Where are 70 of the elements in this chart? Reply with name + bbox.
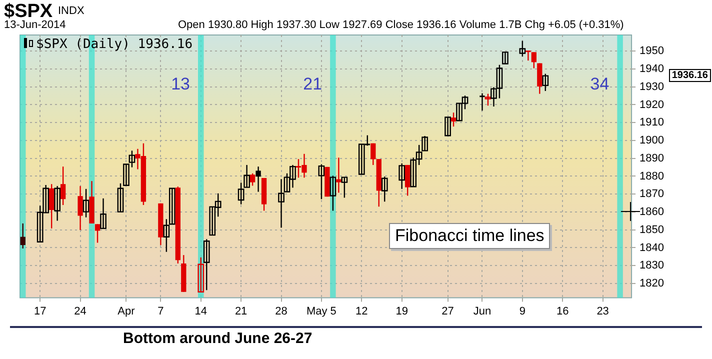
x-tick-label: 24 xyxy=(74,305,86,318)
y-tick-label: 1840 xyxy=(640,242,664,254)
candlestick xyxy=(250,172,256,186)
y-tick-label: 1940 xyxy=(640,63,664,75)
candlestick xyxy=(537,62,542,94)
y-tick-label: 1830 xyxy=(640,260,664,272)
y-tick-label: 1900 xyxy=(640,134,664,147)
candlestick xyxy=(542,73,549,92)
candlestick xyxy=(519,40,526,58)
x-tick-label: 17 xyxy=(34,305,46,318)
text: Open 1930.80 High 1937.30 Low 1927.69 Close 1936.16 Volume 1.7B Chg +6.05 (+0.31%) xyxy=(178,19,624,31)
candlestick xyxy=(450,112,456,128)
y-tick-label: 1870 xyxy=(640,188,664,200)
x-tick-label: 12 xyxy=(356,305,368,318)
band-label: 34 xyxy=(590,74,610,94)
candlestick xyxy=(531,52,536,69)
x-tick-label: 23 xyxy=(596,305,609,318)
candlestick xyxy=(502,52,508,64)
candlestick xyxy=(54,185,61,222)
candlestick xyxy=(370,142,376,166)
candlestick xyxy=(341,176,348,198)
candlestick xyxy=(94,224,100,244)
x-tick-label: 28 xyxy=(275,305,288,318)
legend-label: $SPX (Daily) 1936.16 xyxy=(36,37,193,52)
y-tick-label: 1890 xyxy=(640,152,664,164)
candlestick xyxy=(480,92,485,112)
y-tick-label: 1930 xyxy=(640,80,664,93)
y-tick-label: 1820 xyxy=(640,278,664,290)
candlestick xyxy=(256,166,261,192)
candlestick xyxy=(78,185,83,231)
y-tick-label: 1880 xyxy=(640,170,664,182)
x-tick-label: 27 xyxy=(442,305,454,318)
text: 1936.16 xyxy=(668,69,711,82)
y-tick-label: 1860 xyxy=(640,206,664,218)
candlestick xyxy=(330,175,336,212)
candlestick xyxy=(100,198,106,230)
x-tick-label: 16 xyxy=(556,305,569,318)
candlestick xyxy=(526,50,531,62)
x-tick-label: Apr xyxy=(118,305,136,318)
y-tick-label: 1950 xyxy=(640,45,664,58)
candlestick xyxy=(60,166,66,206)
band-label: 21 xyxy=(303,74,322,94)
candlestick xyxy=(117,182,124,212)
text: Bottom around June 26-27 xyxy=(123,330,312,347)
band-label: 13 xyxy=(171,74,190,94)
x-tick-label: May 5 xyxy=(306,305,336,318)
y-tick-label: 1850 xyxy=(640,224,664,236)
candlestick xyxy=(444,116,451,136)
candlestick xyxy=(82,188,90,218)
x-tick-label: 7 xyxy=(158,305,164,318)
candlestick xyxy=(405,164,410,196)
candlestick xyxy=(20,222,26,250)
x-tick-label: 19 xyxy=(396,305,408,318)
x-tick-label: Jun xyxy=(473,305,492,318)
candlestick xyxy=(318,164,325,200)
candlestick xyxy=(398,162,406,190)
candlestick xyxy=(198,256,204,292)
y-tick-label: 1920 xyxy=(640,98,664,111)
y-tick-label: 1910 xyxy=(640,116,664,129)
candlestick xyxy=(484,93,492,106)
candlestick xyxy=(203,238,210,291)
candlestick xyxy=(49,184,54,230)
x-tick-label: 14 xyxy=(194,305,207,318)
annotation: Fibonacci time lines xyxy=(389,223,550,249)
candlestick xyxy=(336,157,342,194)
x-tick-label: 21 xyxy=(234,305,248,318)
x-tick-label: 9 xyxy=(519,305,526,318)
chart-subtitle: 13-Jun-2014 xyxy=(4,19,66,31)
candlestick xyxy=(381,176,388,202)
text: INDX xyxy=(58,5,84,17)
